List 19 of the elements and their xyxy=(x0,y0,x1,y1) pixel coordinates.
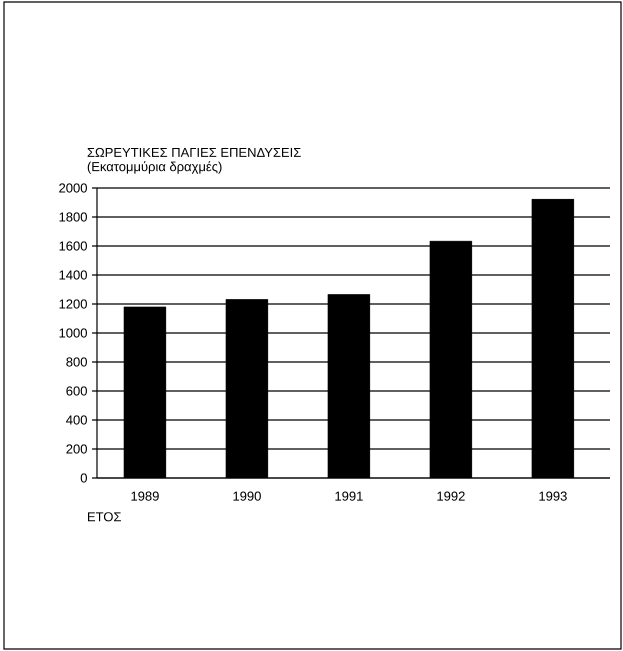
x-tick-label: 1990 xyxy=(233,492,261,501)
y-tick-label: 400 xyxy=(66,415,87,425)
y-tick-label: 1800 xyxy=(60,212,87,222)
y-tick-label: 0 xyxy=(80,473,87,483)
y-tick-label: 800 xyxy=(66,357,87,367)
y-tick-label: 600 xyxy=(66,386,87,396)
y-tick-label: 1400 xyxy=(60,270,87,280)
x-tick-label: 1993 xyxy=(539,492,567,501)
x-axis-title: ΕΤΟΣ xyxy=(88,512,121,522)
y-tick-label: 1600 xyxy=(60,241,87,251)
y-tick-label: 1200 xyxy=(60,299,87,309)
y-axis-title: (Εκατομμύρια δραχμές) xyxy=(88,161,222,174)
x-tick-label: 1992 xyxy=(437,492,465,501)
y-tick-label: 200 xyxy=(66,444,87,454)
x-tick-label: 1989 xyxy=(131,492,159,501)
chart-title: ΣΩΡΕΥΤΙΚΕΣ ΠΑΓΙΕΣ ΕΠΕΝΔΥΣΕΙΣ xyxy=(88,148,301,157)
y-tick-label: 1000 xyxy=(60,328,87,338)
x-tick-label: 1991 xyxy=(335,492,363,501)
y-tick-label: 2000 xyxy=(59,183,87,193)
